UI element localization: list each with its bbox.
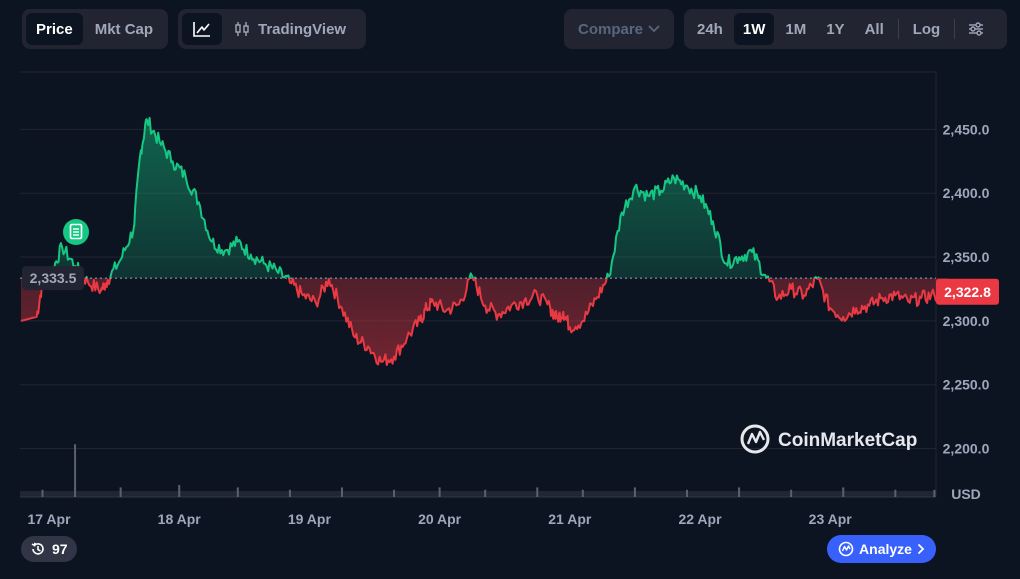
currency-unit-label: USD [951,486,981,502]
chevron-right-icon [917,543,925,555]
volume-bar [790,489,793,497]
chevron-down-icon [648,25,660,33]
x-tick-label: 19 Apr [288,511,332,527]
svg-text:2,322.8: 2,322.8 [944,284,991,300]
volume-bar [41,489,44,497]
history-icon [31,542,44,555]
x-tick-label: 21 Apr [548,511,592,527]
volume-bar [894,489,897,497]
volume-bars [20,444,936,497]
volume-bar [633,487,636,497]
svg-text:2,333.5: 2,333.5 [30,270,77,286]
line-chart-icon [193,22,210,37]
chart-settings-button[interactable] [960,13,992,45]
volume-bar [178,485,181,497]
x-tick-label: 23 Apr [809,511,853,527]
coinmarketcap-logo-icon [838,541,854,557]
candlestick-icon [235,22,249,36]
range-1y[interactable]: 1Y [826,20,845,38]
compare-dropdown[interactable]: Compare [564,9,674,49]
tab-price[interactable]: Price [26,13,83,45]
volume-baseline [20,491,936,497]
volume-bar [738,487,741,497]
volume-bar [438,487,441,497]
y-axis: 2,450.0 2,400.0 2,350.0 2,300.0 2,250.0 2,200… [943,121,990,456]
volume-bar [119,487,122,497]
price-line-below [20,278,949,366]
x-tick-label: 18 Apr [158,511,202,527]
news-document-icon [69,223,83,240]
volume-bar [74,444,77,497]
volume-bar [393,489,396,497]
tradingview-button[interactable]: TradingView [224,13,356,45]
y-tick-label: 2,200.0 [943,441,990,457]
coinmarketcap-logo-icon [740,424,770,454]
x-tick-label: 17 Apr [27,511,71,527]
volume-bar [484,489,487,497]
y-tick-label: 2,300.0 [943,313,990,329]
settings-sliders-icon [969,22,984,36]
volume-bar [288,489,291,497]
tradingview-label: TradingView [258,20,347,38]
chart-view-switch: TradingView [178,9,366,49]
range-1w[interactable]: 1W [733,13,775,45]
current-price-tag: 2,322.8 [936,278,999,305]
x-tick-label: 20 Apr [418,511,462,527]
volume-bar [536,487,539,497]
volume-bar [686,489,688,497]
news-marker[interactable] [63,219,89,245]
y-tick-label: 2,400.0 [943,185,990,201]
toolbar-divider [954,19,956,39]
range-all[interactable]: All [864,20,884,38]
line-chart-button[interactable] [182,13,222,45]
chart-type-switch: Price Mkt Cap [22,9,168,49]
area-above-reference [21,117,948,279]
history-badge[interactable]: 97 [21,536,77,562]
svg-text:CoinMarketCap: CoinMarketCap [778,430,917,451]
reference-price-tag: 2,333.5 [22,266,84,291]
y-tick-label: 2,250.0 [943,377,990,393]
range-1m[interactable]: 1M [785,20,807,38]
y-tick-label: 2,450.0 [943,121,990,137]
x-tick-label: 22 Apr [678,511,722,527]
volume-bar [842,487,845,497]
time-range-switch: 24h 1W 1M 1Y All Log [684,9,1007,49]
volume-bar [581,489,584,497]
analyze-label: Analyze [859,541,912,557]
volume-bar [340,487,343,497]
y-tick-label: 2,350.0 [943,249,990,265]
area-below-reference [21,278,948,365]
x-axis: 17 Apr 18 Apr 19 Apr 20 Apr 21 Apr 22 Apr 23 A… [27,511,852,527]
volume-bar [236,487,239,497]
toolbar-divider [897,19,899,39]
coinmarketcap-watermark: CoinMarketCap [740,424,917,454]
price-line-above [45,116,820,279]
analyze-button[interactable]: Analyze [827,535,936,563]
range-24h[interactable]: 24h [697,20,723,38]
compare-label: Compare [578,20,644,38]
volume-bar [933,489,936,497]
history-count: 97 [52,541,68,557]
log-scale-toggle[interactable]: Log [912,20,941,38]
tab-market-cap[interactable]: Mkt Cap [94,20,154,38]
